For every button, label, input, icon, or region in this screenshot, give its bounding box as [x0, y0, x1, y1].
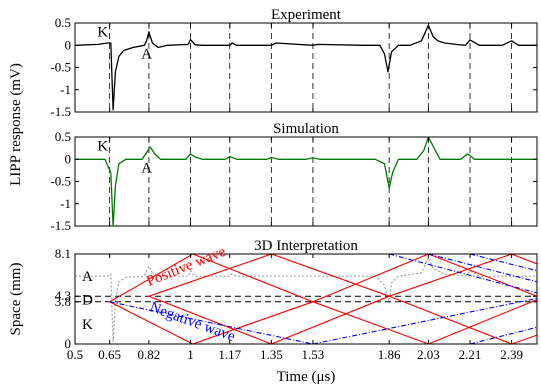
negative-wave-line	[389, 254, 537, 294]
x-tick-label: 1.35	[260, 347, 283, 362]
x-tick-label: 0.82	[138, 347, 161, 362]
negative-wave-line	[312, 297, 537, 344]
x-tick-label: 2.21	[459, 347, 482, 362]
simulation-x-ticks	[74, 137, 513, 226]
y-tick-label: -1.5	[50, 218, 71, 233]
interpretation-y-ticks: 0 3.84.3 8.1	[55, 246, 537, 351]
region-label: K	[82, 317, 93, 333]
region-label: D	[82, 293, 93, 309]
experiment-title: Experiment	[271, 7, 342, 23]
interpretation-x-ticks: 0.5 0.65 0.82 1 1.17 1.35 1.53 1.86 2.03 2.21 2.39	[67, 254, 523, 362]
positive-wave-line	[109, 254, 194, 303]
experiment-plot-frame	[74, 22, 538, 113]
x-tick-label: 1.53	[302, 347, 325, 362]
positive-wave-lines	[109, 254, 537, 344]
experiment-grid	[109, 23, 512, 112]
y-tick-label: 0	[65, 151, 72, 166]
simulation-plot-frame	[74, 136, 538, 227]
x-tick-label: 2.03	[417, 347, 440, 362]
y-tick-label: 0.5	[55, 15, 71, 30]
y-tick-label: 0	[65, 37, 72, 52]
shared-y-axis-label: LIPP response (mV)	[8, 63, 24, 186]
simulation-annotations: KA	[97, 138, 152, 176]
positive-wave-line	[511, 334, 537, 344]
y-tick-label: -0.5	[50, 174, 71, 189]
x-tick-label: 2.39	[500, 347, 523, 362]
experiment-y-ticks: -1.5 -1 -0.5 0 0.5	[50, 15, 537, 119]
positive-wave-line	[428, 299, 537, 344]
negative-wave-lines	[109, 254, 537, 344]
y-tick-label: 0.5	[55, 129, 71, 144]
y-tick-label: 4.3	[55, 288, 71, 303]
negative-wave-line	[428, 254, 537, 283]
interpretation-background-trace	[75, 255, 537, 342]
time-x-axis-label: Time (μs)	[277, 369, 336, 385]
x-tick-label: 1.17	[218, 347, 241, 362]
series-line	[75, 136, 537, 227]
y-tick-label: -0.5	[50, 60, 71, 75]
negative-wave-line	[469, 254, 537, 272]
background-trace-line	[75, 255, 537, 342]
annotation-label: K	[97, 24, 108, 40]
interpretation-plot-frame	[74, 253, 538, 345]
experiment-annotations: KA	[97, 24, 152, 62]
positive-wave-line	[428, 254, 537, 297]
positive-wave-line	[271, 295, 390, 344]
positive-wave-line	[192, 301, 314, 344]
annotation-label: A	[141, 47, 152, 63]
positive-wave-line	[109, 301, 194, 344]
y-tick-label: 0	[65, 336, 72, 351]
positive-wave-line	[148, 295, 272, 344]
positive-wave-line	[389, 254, 512, 297]
interpretation-reference-lines	[75, 295, 537, 303]
simulation-series	[75, 136, 537, 227]
positive-wave-line	[312, 254, 429, 303]
annotation-label: A	[141, 161, 152, 177]
interpretation-title: 3D Interpretation	[254, 238, 358, 254]
simulation-title: Simulation	[273, 121, 339, 137]
experiment-x-ticks	[74, 23, 513, 112]
interpretation-plot-area	[75, 254, 537, 344]
positive-wave-line	[511, 254, 537, 265]
experiment-panel: -1.5-1-0.500.5 KA Experiment	[50, 7, 538, 119]
x-tick-label: 0.65	[98, 347, 121, 362]
y-tick-label: -1	[60, 82, 71, 97]
positive-wave-line	[148, 254, 272, 297]
region-label: A	[82, 269, 93, 285]
wave-label: Negative wave	[148, 299, 238, 345]
negative-wave-line	[109, 301, 314, 344]
interpretation-panel: 0 3.84.3 8.1 0.5 0.65 0.82 1 1.17 1.35 1.53 1.86 2…	[55, 238, 538, 362]
positive-wave-line	[388, 295, 512, 344]
positive-wave-line	[192, 254, 314, 303]
negative-wave-line	[469, 326, 537, 344]
positive-wave-line	[271, 254, 390, 297]
simulation-panel: -1.5-1-0.500.5 KA Simulation	[50, 121, 538, 233]
y-tick-label: 3.8	[55, 294, 71, 309]
space-y-axis-label: Space (mm)	[8, 263, 24, 336]
x-tick-label: 1	[187, 347, 194, 362]
simulation-y-ticks: -1.5 -1 -0.5 0 0.5	[50, 129, 537, 233]
y-tick-label: 8.1	[55, 246, 71, 261]
y-tick-label: -1.5	[50, 104, 71, 119]
x-tick-label: 0.5	[67, 347, 83, 362]
x-tick-label: 1.86	[378, 347, 401, 362]
simulation-grid	[109, 137, 512, 226]
annotation-label: K	[97, 138, 108, 154]
y-tick-label: -1	[60, 196, 71, 211]
positive-wave-line	[312, 301, 429, 344]
series-line	[74, 24, 537, 111]
experiment-series	[74, 24, 537, 111]
